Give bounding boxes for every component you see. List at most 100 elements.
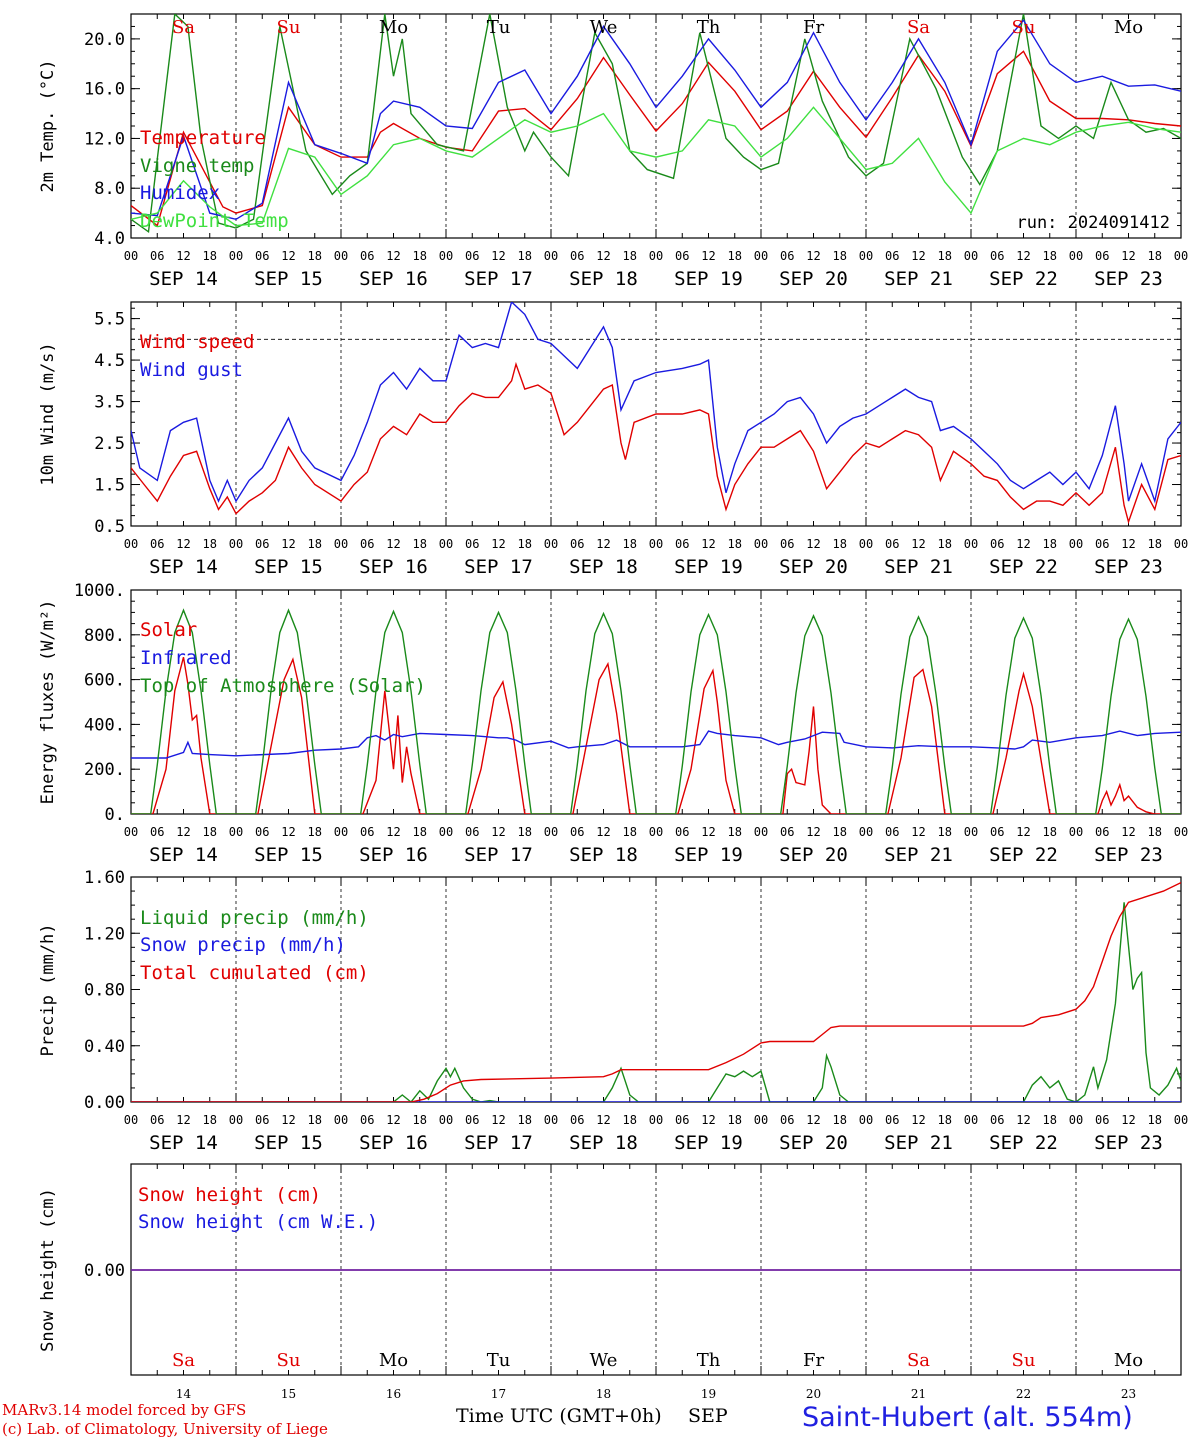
- hour-tick-label: 06: [675, 1113, 689, 1127]
- hour-tick-label: 12: [1016, 249, 1030, 263]
- date-label: SEP 21: [884, 844, 953, 866]
- y-tick-label: 1000.: [74, 581, 125, 601]
- hour-tick-label: 06: [885, 249, 899, 263]
- legend-entry: Temperature: [140, 127, 266, 149]
- date-label: SEP 14: [149, 844, 218, 866]
- hour-tick-label: 00: [754, 249, 768, 263]
- date-label: SEP 15: [254, 1132, 323, 1154]
- series-line-solar: [131, 657, 1181, 814]
- hour-tick-label: 00: [859, 249, 873, 263]
- hour-tick-label: 12: [281, 1113, 295, 1127]
- y-tick-label: 4.5: [94, 351, 125, 371]
- date-label: SEP 16: [359, 556, 428, 578]
- hour-tick-label: 18: [518, 537, 532, 551]
- date-label: SEP 14: [149, 268, 218, 290]
- hour-tick-label: 12: [491, 1113, 505, 1127]
- series-line-total-cumulated-cm-: [131, 881, 1181, 1102]
- hour-tick-label: 18: [203, 249, 217, 263]
- hour-tick-label: 06: [990, 537, 1004, 551]
- y-axis-label: Energy fluxes (W/m²): [38, 600, 58, 805]
- hour-tick-label: 18: [1043, 1113, 1057, 1127]
- legend-entry: Infrared: [140, 647, 232, 669]
- hour-tick-label: 00: [1069, 825, 1083, 839]
- hour-tick-label: 18: [833, 249, 847, 263]
- hour-tick-label: 18: [413, 537, 427, 551]
- hour-tick-label: 06: [1095, 1113, 1109, 1127]
- hour-tick-label: 00: [124, 249, 138, 263]
- weekday-label: Su: [1012, 17, 1036, 38]
- y-tick-label: 0.5: [94, 517, 125, 537]
- hour-tick-label: 18: [728, 825, 742, 839]
- day-number-label: 16: [386, 1387, 401, 1401]
- day-number-label: 14: [176, 1387, 192, 1401]
- hour-tick-label: 12: [806, 537, 820, 551]
- date-label: SEP 19: [674, 1132, 743, 1154]
- y-tick-label: 200.: [84, 760, 125, 780]
- hour-tick-label: 06: [885, 537, 899, 551]
- hour-tick-label: 18: [203, 1113, 217, 1127]
- hour-tick-label: 00: [1174, 825, 1188, 839]
- hour-tick-label: 06: [885, 1113, 899, 1127]
- hour-tick-label: 00: [754, 1113, 768, 1127]
- date-label: SEP 17: [464, 844, 533, 866]
- hour-tick-label: 00: [439, 1113, 453, 1127]
- hour-tick-label: 12: [491, 249, 505, 263]
- hour-tick-label: 18: [203, 537, 217, 551]
- hour-tick-label: 12: [176, 537, 190, 551]
- y-tick-label: 2.5: [94, 434, 125, 454]
- hour-tick-label: 06: [675, 249, 689, 263]
- hour-tick-label: 18: [833, 1113, 847, 1127]
- hour-tick-label: 18: [938, 825, 952, 839]
- hour-tick-label: 06: [150, 537, 164, 551]
- series-line-wind-speed: [131, 361, 1181, 525]
- y-axis-label: Precip (mm/h): [38, 923, 58, 1056]
- hour-tick-label: 00: [964, 1113, 978, 1127]
- legend-entry: DewPoint Temp: [140, 210, 289, 232]
- date-label: SEP 16: [359, 1132, 428, 1154]
- y-tick-label: 3.5: [94, 393, 125, 413]
- hour-tick-label: 00: [334, 825, 348, 839]
- series-line-infrared: [131, 730, 1181, 759]
- date-label: SEP 14: [149, 1132, 218, 1154]
- series-line-humidex: [131, 19, 1181, 221]
- hour-tick-label: 18: [623, 537, 637, 551]
- date-label: SEP 22: [989, 268, 1058, 290]
- hour-tick-label: 00: [649, 825, 663, 839]
- y-tick-label: 1.20: [84, 924, 125, 944]
- hour-tick-label: 18: [413, 249, 427, 263]
- weekday-label: Th: [697, 17, 721, 38]
- y-tick-label: 0.: [105, 805, 125, 825]
- y-tick-label: 5.5: [94, 310, 125, 330]
- hour-tick-label: 00: [754, 825, 768, 839]
- hour-tick-label: 12: [806, 249, 820, 263]
- legend-entry: Wind speed: [140, 331, 254, 353]
- hour-tick-label: 12: [1016, 537, 1030, 551]
- weekday-label: Fr: [803, 17, 824, 38]
- y-tick-label: 8.0: [94, 179, 125, 199]
- hour-tick-label: 12: [806, 825, 820, 839]
- hour-tick-label: 18: [623, 1113, 637, 1127]
- hour-tick-label: 06: [570, 1113, 584, 1127]
- date-label: SEP 15: [254, 268, 323, 290]
- hour-tick-label: 12: [176, 825, 190, 839]
- hour-tick-label: 00: [1174, 1113, 1188, 1127]
- hour-tick-label: 00: [1174, 537, 1188, 551]
- panel-5: 0.00 Snow height (cm) Snow height (cm) Snow…: [38, 1163, 1182, 1401]
- hour-tick-label: 18: [308, 249, 322, 263]
- hour-tick-label: 00: [544, 249, 558, 263]
- hour-tick-label: 18: [1148, 537, 1162, 551]
- hour-tick-label: 06: [990, 825, 1004, 839]
- hour-tick-label: 06: [780, 249, 794, 263]
- hour-tick-label: 06: [465, 1113, 479, 1127]
- y-tick-label: 0.00: [84, 1261, 125, 1281]
- hour-tick-label: 18: [413, 825, 427, 839]
- legend-entry: Wind gust: [140, 359, 243, 381]
- weekday-label: We: [590, 17, 618, 38]
- hour-tick-label: 18: [938, 1113, 952, 1127]
- weekday-label: Mo: [1114, 1350, 1143, 1371]
- date-label: SEP 15: [254, 844, 323, 866]
- hour-tick-label: 06: [150, 825, 164, 839]
- hour-tick-label: 06: [570, 249, 584, 263]
- hour-tick-label: 18: [1148, 1113, 1162, 1127]
- hour-tick-label: 00: [229, 825, 243, 839]
